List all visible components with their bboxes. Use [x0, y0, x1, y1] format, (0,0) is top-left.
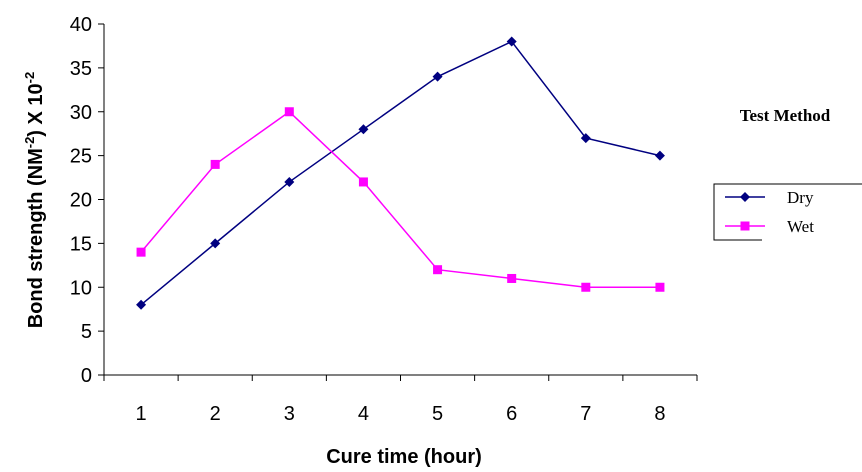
x-tick-label: 2 [210, 403, 221, 425]
data-point-wet [581, 282, 591, 292]
legend-frame [713, 183, 862, 241]
series-line-wet [140, 110, 660, 288]
y-tick-label: 10 [70, 277, 92, 299]
series-line-dry [140, 40, 661, 306]
data-point-dry [210, 238, 221, 249]
y-axis-title-main: Bond strength (NM [25, 148, 47, 328]
y-tick-label: 20 [70, 190, 92, 212]
data-point-wet [655, 282, 665, 292]
y-tick-label: 25 [70, 146, 92, 168]
data-point-wet [210, 159, 220, 169]
x-tick-label: 5 [432, 403, 443, 425]
data-point-dry [654, 150, 665, 161]
y-tick-label: 15 [70, 233, 92, 255]
data-point-wet [136, 247, 146, 257]
legend: Dry Wet [713, 183, 862, 241]
data-point-dry [432, 71, 443, 82]
legend-label-dry: Dry [787, 188, 814, 207]
data-point-wet [358, 177, 368, 187]
y-axis-ticks: 0 5 10 15 20 25 30 35 40 [70, 14, 104, 387]
y-axis-title-sup2: -2 [22, 72, 37, 84]
legend-label-wet: Wet [787, 217, 814, 236]
y-axis-title-sup1: -2 [22, 137, 37, 149]
y-tick-label: 5 [81, 321, 92, 343]
y-tick-label: 35 [70, 58, 92, 80]
axes [103, 24, 697, 376]
y-tick-label: 30 [70, 102, 92, 124]
data-point-dry [580, 133, 591, 144]
x-tick-label: 1 [136, 403, 147, 425]
legend-title: Test Method [740, 106, 831, 125]
data-point-dry [136, 299, 147, 310]
data-point-dry [358, 124, 369, 135]
legend-marker-dry [740, 192, 750, 202]
x-tick-label: 7 [580, 403, 591, 425]
legend-marker-wet [740, 221, 750, 231]
x-axis-ticks: 1 2 3 4 5 6 7 8 [103, 375, 698, 425]
y-tick-label: 0 [81, 365, 92, 387]
data-point-wet [433, 265, 443, 275]
data-point-wet [507, 273, 517, 283]
x-axis-title: Cure time (hour) [326, 446, 482, 468]
data-point-dry [506, 36, 517, 47]
x-tick-label: 4 [358, 403, 369, 425]
series-group [136, 36, 665, 310]
series-dry [136, 36, 665, 310]
x-tick-label: 3 [284, 403, 295, 425]
y-axis-title-mid: ) X 10 [25, 83, 47, 136]
y-tick-label: 40 [70, 14, 92, 36]
data-point-dry [284, 176, 295, 187]
y-axis-title: Bond strength (NM-2) X 10-2 [22, 72, 47, 328]
series-wet [136, 107, 665, 292]
x-tick-label: 8 [654, 403, 665, 425]
x-tick-label: 6 [506, 403, 517, 425]
data-point-wet [284, 107, 294, 117]
